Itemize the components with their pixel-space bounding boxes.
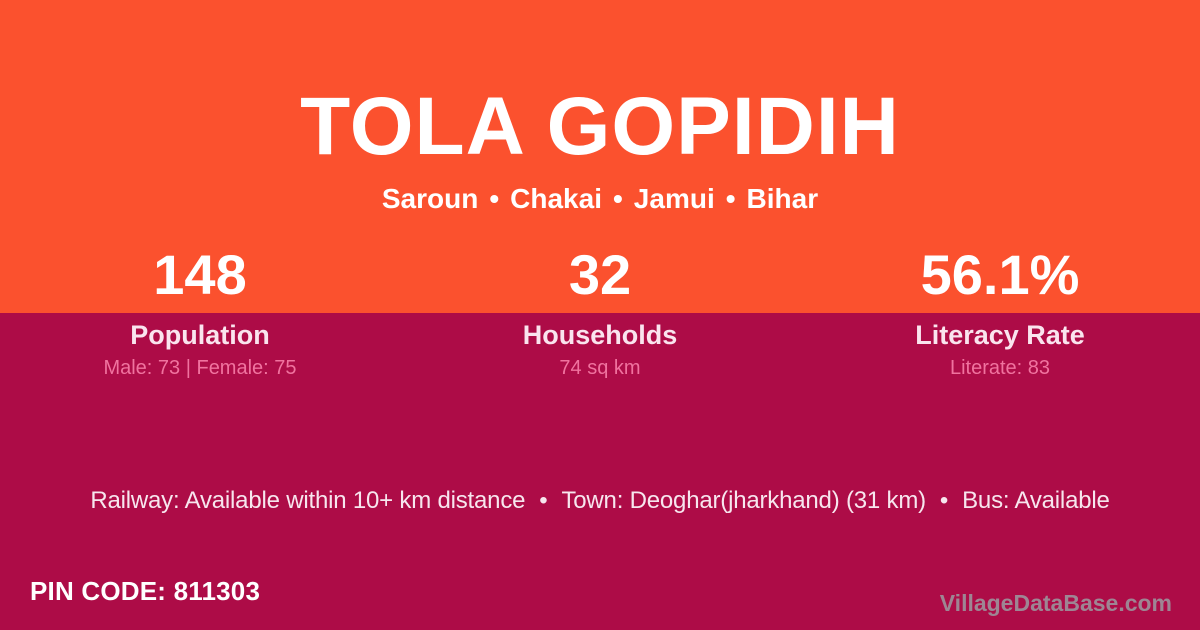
pin-code-value: 811303 bbox=[173, 576, 261, 606]
nearest-town: Town: Deoghar(jharkhand) (31 km) bbox=[561, 487, 926, 514]
households-label: Households bbox=[522, 320, 678, 350]
bullet-separator: • bbox=[539, 487, 548, 514]
population-detail: Male: 73 | Female: 75 bbox=[103, 357, 297, 379]
bus-status: Bus: Available bbox=[962, 487, 1110, 514]
pin-code: PIN CODE: 811303 bbox=[30, 576, 260, 606]
page-title: TOLA GOPIDIH bbox=[300, 81, 900, 172]
bullet-separator: • bbox=[612, 183, 623, 214]
literacy-value: 56.1% bbox=[920, 243, 1080, 306]
orange-header-background bbox=[0, 0, 1200, 313]
bullet-separator: • bbox=[939, 487, 949, 514]
breadcrumb-item-district: Jamui bbox=[633, 183, 715, 214]
breadcrumb-item-block: Chakai bbox=[510, 183, 602, 214]
households-detail: 74 sq km bbox=[559, 357, 641, 379]
railway-status: Railway: Available within 10+ km distanc… bbox=[90, 487, 526, 514]
watermark: VillageDataBase.com bbox=[939, 590, 1172, 616]
literacy-label: Literacy Rate bbox=[915, 320, 1085, 350]
stat-households: 32 Households 74 sq km bbox=[400, 244, 800, 380]
literacy-detail: Literate: 83 bbox=[949, 357, 1051, 379]
stats-row: 148 Population Male: 73 | Female: 75 32 … bbox=[0, 244, 1200, 380]
pin-code-label: PIN CODE: bbox=[30, 576, 167, 606]
transport-info: Railway: Available within 10+ km distanc… bbox=[0, 486, 1200, 516]
crimson-body-background bbox=[0, 313, 1200, 630]
stat-literacy: 56.1% Literacy Rate Literate: 83 bbox=[800, 244, 1200, 380]
population-value: 148 bbox=[153, 243, 247, 306]
breadcrumb: Saroun • Chakai • Jamui • Bihar bbox=[0, 183, 1200, 215]
breadcrumb-item-panchayat: Saroun bbox=[381, 183, 479, 214]
stat-population: 148 Population Male: 73 | Female: 75 bbox=[0, 244, 400, 380]
breadcrumb-item-state: Bihar bbox=[746, 183, 819, 214]
bullet-separator: • bbox=[725, 183, 736, 214]
bullet-separator: • bbox=[489, 183, 500, 214]
population-label: Population bbox=[130, 320, 270, 350]
households-value: 32 bbox=[568, 243, 632, 306]
